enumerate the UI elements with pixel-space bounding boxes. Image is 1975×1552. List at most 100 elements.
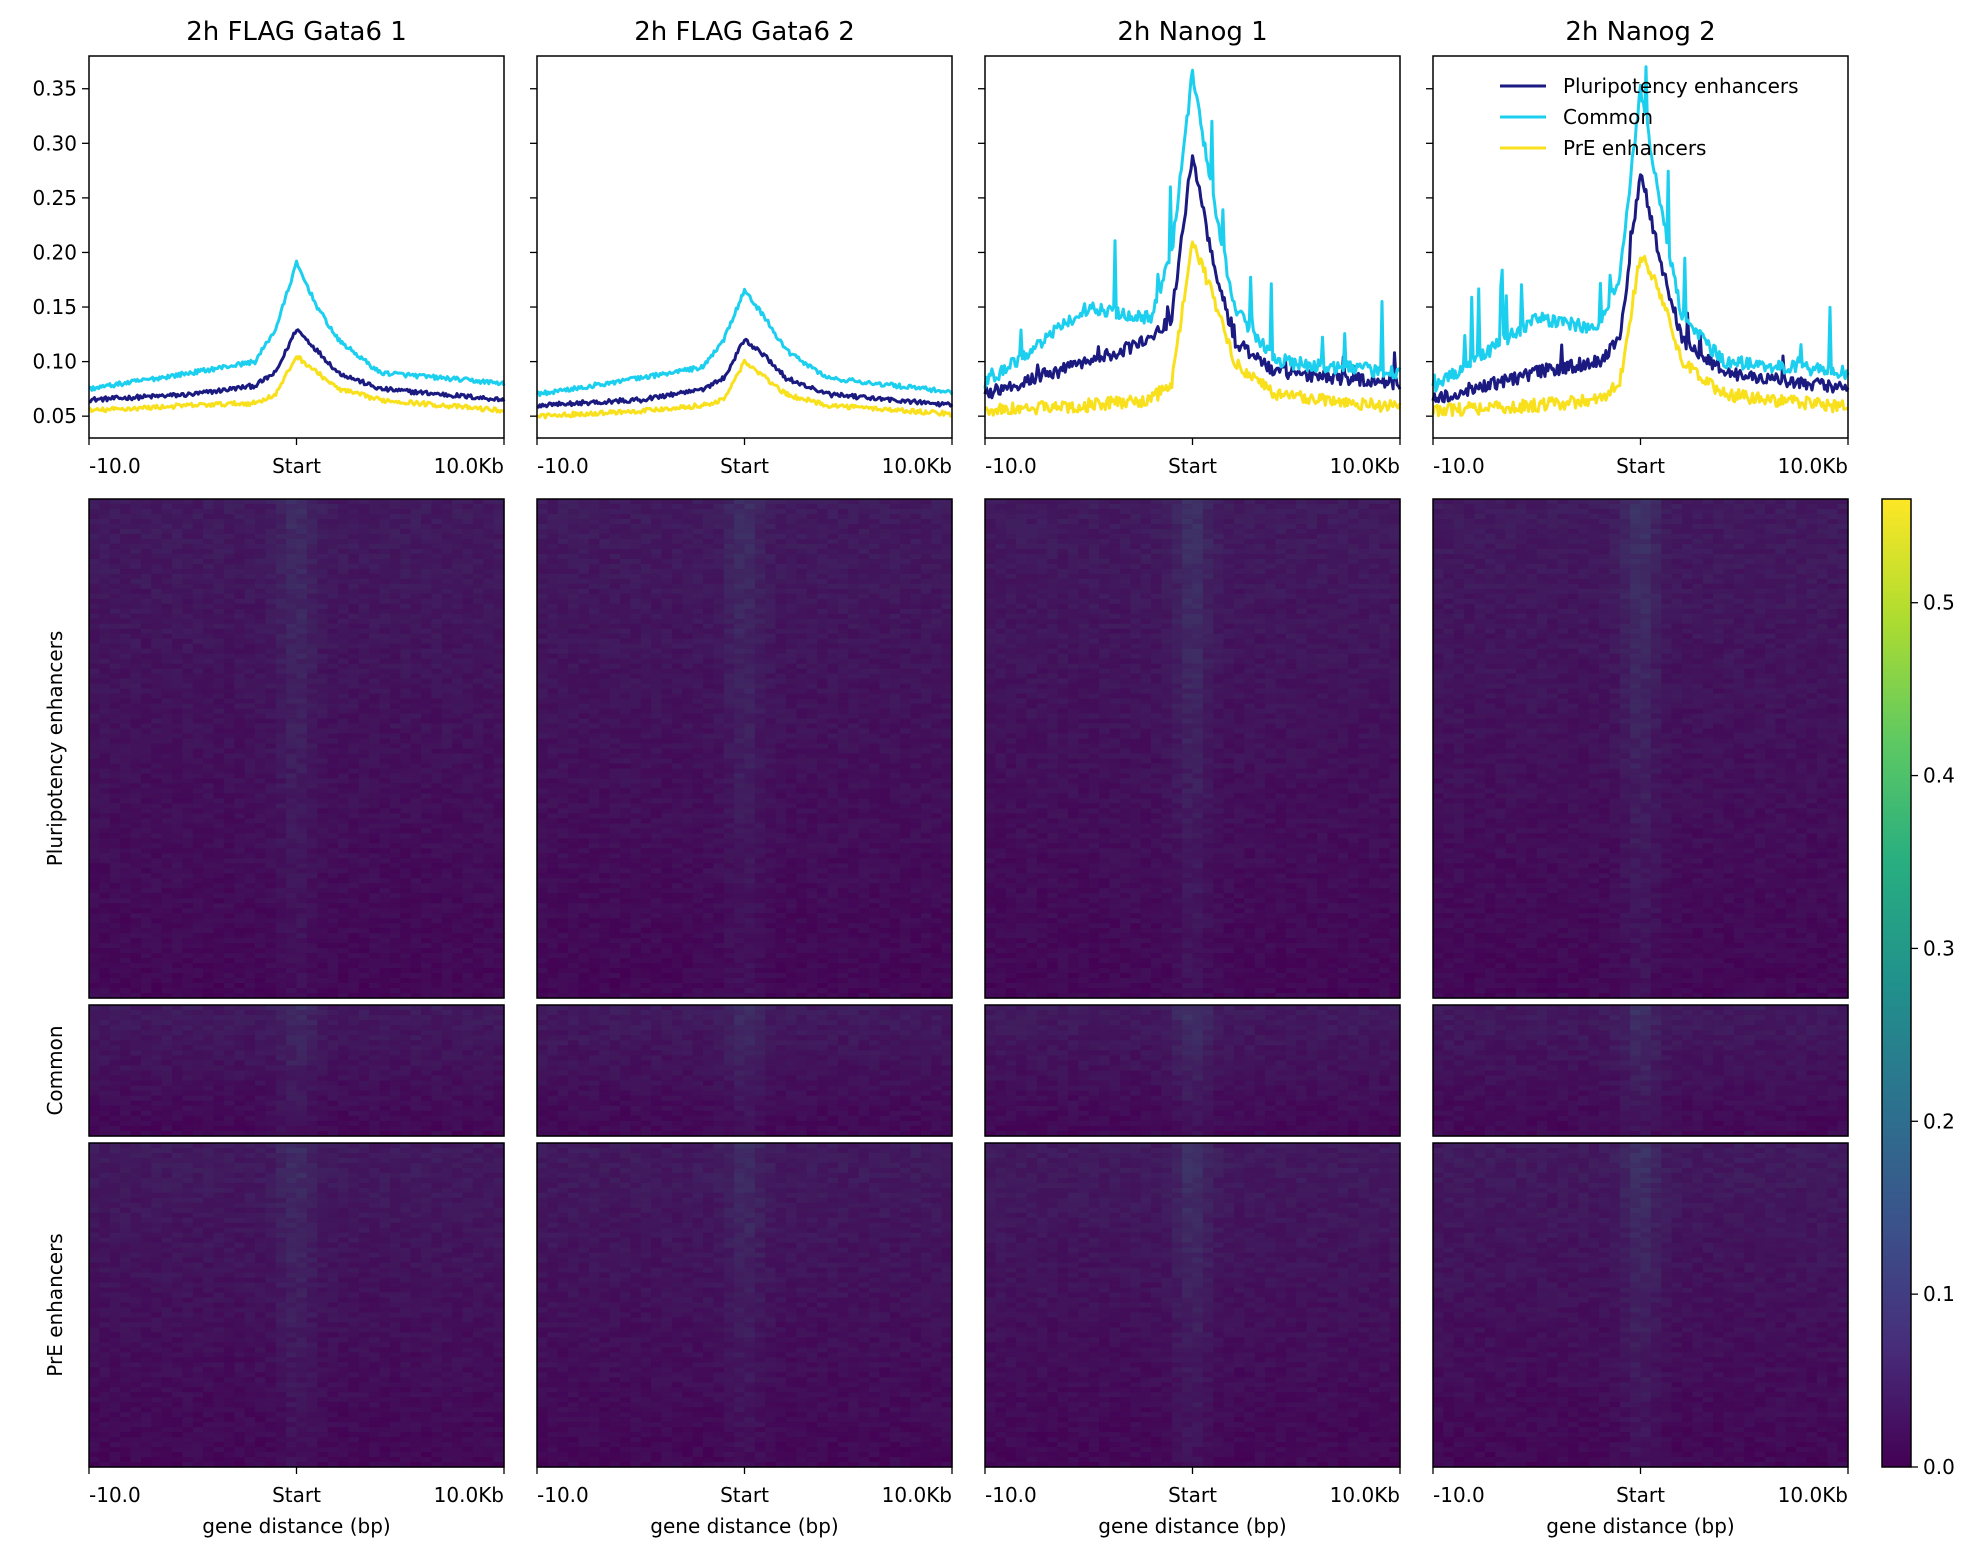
heatmap-cell (89, 888, 100, 894)
heatmap-cell (172, 873, 183, 879)
heatmap-cell (130, 818, 142, 824)
heatmap-cell (400, 673, 412, 680)
heatmap-cell (421, 524, 432, 530)
heatmap-cell (348, 783, 360, 789)
heatmap-cell (452, 1060, 464, 1066)
heatmap-cell (89, 1115, 100, 1122)
heatmap-cell (203, 908, 215, 914)
heatmap-cell (234, 863, 246, 869)
heatmap-cell (379, 933, 391, 939)
heatmap-cell (327, 613, 339, 620)
heatmap-cell (421, 958, 432, 964)
heatmap-cell (462, 673, 474, 680)
heatmap-cell (296, 753, 308, 760)
heatmap-cell (182, 908, 194, 914)
heatmap-cell (389, 1025, 401, 1031)
heatmap-cell (182, 1050, 194, 1056)
heatmap-cell (234, 858, 246, 864)
heatmap-cell (358, 808, 370, 814)
heatmap-cell (369, 673, 381, 680)
heatmap-cell (109, 668, 121, 675)
heatmap-cell (389, 1085, 401, 1092)
heatmap-cell (120, 623, 132, 630)
heatmap-cell (306, 728, 318, 735)
heatmap-cell (472, 698, 484, 705)
heatmap-cell (379, 618, 391, 625)
heatmap-cell (140, 678, 152, 685)
heatmap-cell (161, 973, 173, 979)
heatmap-cell (244, 553, 256, 560)
heatmap-cell (379, 673, 391, 680)
heatmap-cell (358, 573, 370, 580)
heatmap-cell (275, 568, 287, 575)
heatmap-cell (327, 638, 339, 645)
heatmap-cell (379, 533, 391, 540)
heatmap-cell (400, 678, 412, 685)
heatmap-cell (389, 1020, 401, 1026)
heatmap-cell (348, 633, 360, 640)
heatmap-cell (441, 783, 453, 789)
heatmap-cell (358, 773, 370, 780)
heatmap-cell (120, 823, 132, 829)
heatmap-cell (182, 878, 194, 884)
heatmap-cell (441, 908, 453, 914)
heatmap-cell (389, 838, 401, 844)
heatmap-cell (182, 708, 194, 715)
heatmap-cell (421, 893, 432, 899)
heatmap-cell (99, 663, 111, 670)
heatmap-cell (151, 903, 163, 909)
heatmap-cell (327, 628, 339, 635)
heatmap-cell (338, 1015, 349, 1021)
heatmap-cell (286, 1060, 298, 1066)
heatmap-cell (172, 1060, 183, 1066)
heatmap-cell (306, 533, 318, 540)
heatmap-cell (400, 888, 412, 894)
heatmap-cell (255, 728, 266, 735)
heatmap-cell (306, 783, 318, 789)
heatmap-cell (234, 608, 246, 615)
heatmap-cell (203, 788, 215, 794)
heatmap-cell (327, 528, 339, 535)
heatmap-cell (120, 958, 132, 964)
heatmap-cell (306, 1065, 318, 1072)
heatmap-cell (306, 663, 318, 670)
heatmap-cell (462, 913, 474, 919)
heatmap-cell (120, 1025, 132, 1031)
heatmap-cell (389, 678, 401, 685)
heatmap-cell (130, 1015, 142, 1021)
heatmap-cell (483, 1095, 495, 1102)
heatmap-cell (421, 533, 432, 540)
heatmap-cell (120, 783, 132, 789)
heatmap-cell (265, 828, 277, 834)
heatmap-cell (161, 833, 173, 839)
heatmap-cell (161, 1115, 173, 1122)
heatmap-cell (234, 558, 246, 565)
heatmap-cell (203, 1115, 215, 1122)
heatmap-cell (338, 723, 349, 730)
heatmap-cell (223, 568, 235, 575)
heatmap-cell (483, 828, 495, 834)
heatmap-cell (120, 568, 132, 575)
heatmap-cell (140, 983, 152, 989)
heatmap-cell (462, 578, 474, 585)
heatmap-cell (327, 738, 339, 745)
heatmap-cell (421, 678, 432, 685)
heatmap-cell (286, 953, 298, 959)
heatmap-cell (441, 958, 453, 964)
heatmap-cell (338, 1020, 349, 1026)
heatmap-cell (244, 923, 256, 929)
heatmap-cell (203, 898, 215, 904)
heatmap-cell (379, 638, 391, 645)
heatmap-cell (400, 703, 412, 710)
heatmap-cell (275, 1070, 287, 1077)
heatmap-cell (348, 718, 360, 725)
heatmap-cell (140, 868, 152, 874)
heatmap-cell (389, 933, 401, 939)
heatmap-cell (151, 573, 163, 580)
heatmap-cell (493, 858, 505, 864)
heatmap-cell (99, 903, 111, 909)
heatmap-cell (369, 978, 381, 984)
heatmap-cell (431, 1070, 443, 1077)
heatmap-cell (358, 514, 370, 520)
heatmap-cell (296, 1105, 308, 1112)
